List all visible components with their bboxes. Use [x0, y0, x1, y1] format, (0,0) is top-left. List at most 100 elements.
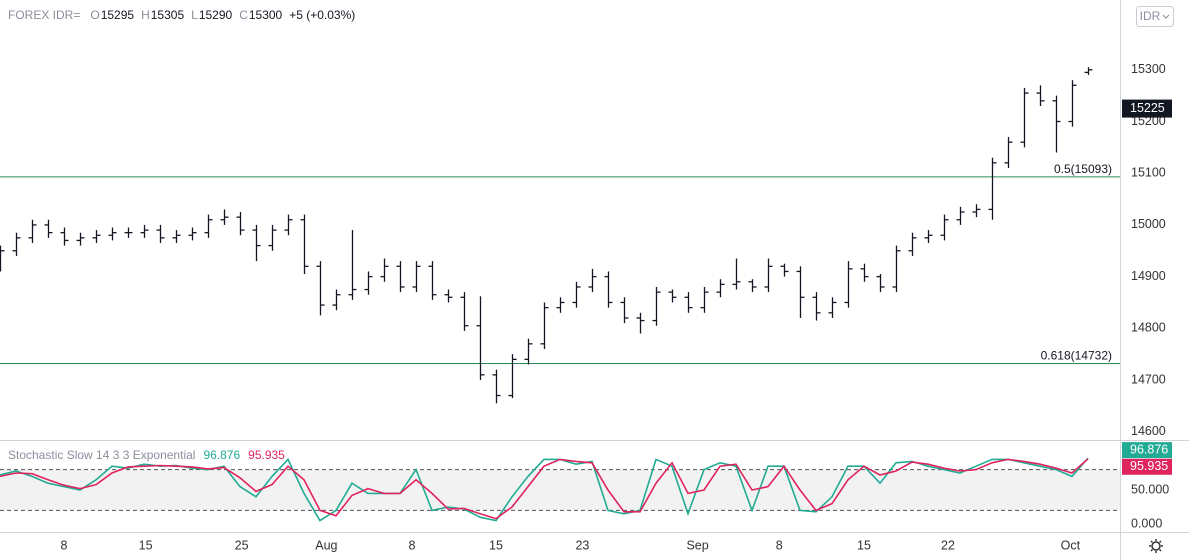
ohlc-bar: [668, 289, 677, 303]
ohlc-bar: [524, 338, 533, 365]
value-badge: [1122, 458, 1172, 475]
currency-label[interactable]: IDR: [1140, 9, 1161, 23]
x-tick-label: 22: [941, 538, 955, 552]
ohlc-bar: [444, 289, 453, 303]
ohlc-bar: [684, 292, 693, 313]
x-tick-label: 15: [857, 538, 871, 552]
x-tick-label: 25: [235, 538, 249, 552]
ohlc-key: C: [239, 8, 248, 22]
ohlc-bar: [604, 271, 613, 308]
fib-label: 0.5(15093): [1054, 162, 1112, 176]
y-tick-label: 14900: [1131, 269, 1166, 283]
y-tick-label: 14700: [1131, 372, 1166, 386]
ohlc-bar: [284, 214, 293, 236]
ohlc-bar: [812, 292, 821, 321]
ohlc-bar: [380, 258, 389, 282]
y-tick-label: 0.000: [1131, 516, 1162, 530]
x-tick-label: 15: [139, 538, 153, 552]
settings-button[interactable]: [1149, 539, 1163, 553]
change: +5 (+0.03%): [289, 8, 355, 22]
ohlc-bar: [956, 206, 965, 225]
ohlc-bar: [1052, 95, 1061, 153]
ohlc-value: 15290: [199, 8, 233, 22]
ohlc-bar: [348, 230, 357, 300]
ohlc-bar: [140, 224, 149, 238]
ohlc-bar: [476, 296, 485, 381]
band-fill: [0, 469, 1120, 511]
ohlc-bar: [700, 286, 709, 313]
ohlc-bar: [556, 297, 565, 313]
ohlc-bar: [156, 224, 165, 244]
ohlc-bar: [1020, 87, 1029, 148]
ohlc-bar: [300, 214, 309, 275]
ohlc-bar: [1004, 137, 1013, 169]
ohlc-bar: [28, 219, 37, 244]
x-tick-label: 15: [489, 538, 503, 552]
x-tick-label: 8: [409, 538, 416, 552]
ohlc-value: 15305: [151, 8, 185, 22]
ohlc-bar: [892, 245, 901, 293]
ohlc-bar: [332, 289, 341, 311]
y-tick-label: 50.000: [1131, 482, 1169, 496]
ohlc-bar: [732, 258, 741, 290]
ohlc-bar: [364, 271, 373, 295]
ohlc-bar: [572, 281, 581, 308]
ohlc-value: 15295: [101, 8, 135, 22]
ohlc-bar: [316, 261, 325, 316]
fib-label: 0.618(14732): [1041, 349, 1112, 363]
ohlc-bar: [844, 261, 853, 308]
ohlc-bar: [92, 230, 101, 244]
x-tick-label: Oct: [1061, 538, 1081, 552]
x-tick-label: Sep: [686, 538, 708, 552]
ohlc-value: 15300: [249, 8, 283, 22]
x-tick-label: Aug: [315, 538, 337, 552]
ohlc-bar: [124, 227, 133, 238]
ohlc-bar: [540, 302, 549, 350]
ohlc-bar: [428, 261, 437, 300]
ohlc-bar: [172, 230, 181, 244]
ohlc-bar: [972, 204, 981, 218]
ohlc-bar: [940, 214, 949, 241]
indicator-title: Stochastic Slow 14 3 3 Exponential: [8, 448, 195, 462]
ohlc-bar: [108, 227, 117, 241]
y-tick-label: 14600: [1131, 424, 1166, 438]
ohlc-bar: [764, 258, 773, 293]
ohlc-bar: [588, 268, 597, 293]
ohlc-bar: [716, 279, 725, 298]
ohlc-bar: [12, 232, 21, 256]
ohlc-bar: [636, 312, 645, 334]
ohlc-bar: [924, 230, 933, 244]
ohlc-key: O: [90, 8, 99, 22]
x-tick-label: 23: [575, 538, 589, 552]
x-tick-label: 8: [61, 538, 68, 552]
ohlc-bar: [796, 266, 805, 318]
ohlc-bar: [508, 354, 517, 399]
ohlc-bar: [236, 211, 245, 236]
indicator-value: 95.935: [248, 448, 285, 462]
ohlc-bar: [412, 261, 421, 293]
ohlc-bar: [780, 263, 789, 277]
ohlc-bar: [204, 214, 213, 238]
ohlc-bar: [60, 227, 69, 246]
ohlc-key: L: [191, 8, 198, 22]
y-tick-label: 15300: [1131, 62, 1166, 76]
ohlc-bar: [396, 261, 405, 293]
stoch-line: [0, 458, 1089, 520]
symbol-title: FOREX IDR=: [8, 8, 80, 22]
ohlc-bar: [828, 297, 837, 318]
ohlc-bar: [76, 232, 85, 246]
ohlc-bar: [492, 369, 501, 404]
legend: FOREX IDR= O 15295 H 15305 L 15290 C 15300 +5 (+…: [8, 8, 355, 22]
ohlc-key: H: [141, 8, 150, 22]
currency-button[interactable]: IDR: [1136, 6, 1174, 27]
ohlc-bar: [1036, 85, 1045, 106]
ohlc-bar: [620, 297, 629, 324]
ohlc-bar: [268, 224, 277, 251]
ohlc-bar: [1084, 67, 1093, 75]
ohlc-bar: [220, 209, 229, 225]
ohlc-bar: [0, 245, 5, 272]
ohlc-bar: [1068, 80, 1077, 127]
y-tick-label: 15100: [1131, 166, 1166, 180]
